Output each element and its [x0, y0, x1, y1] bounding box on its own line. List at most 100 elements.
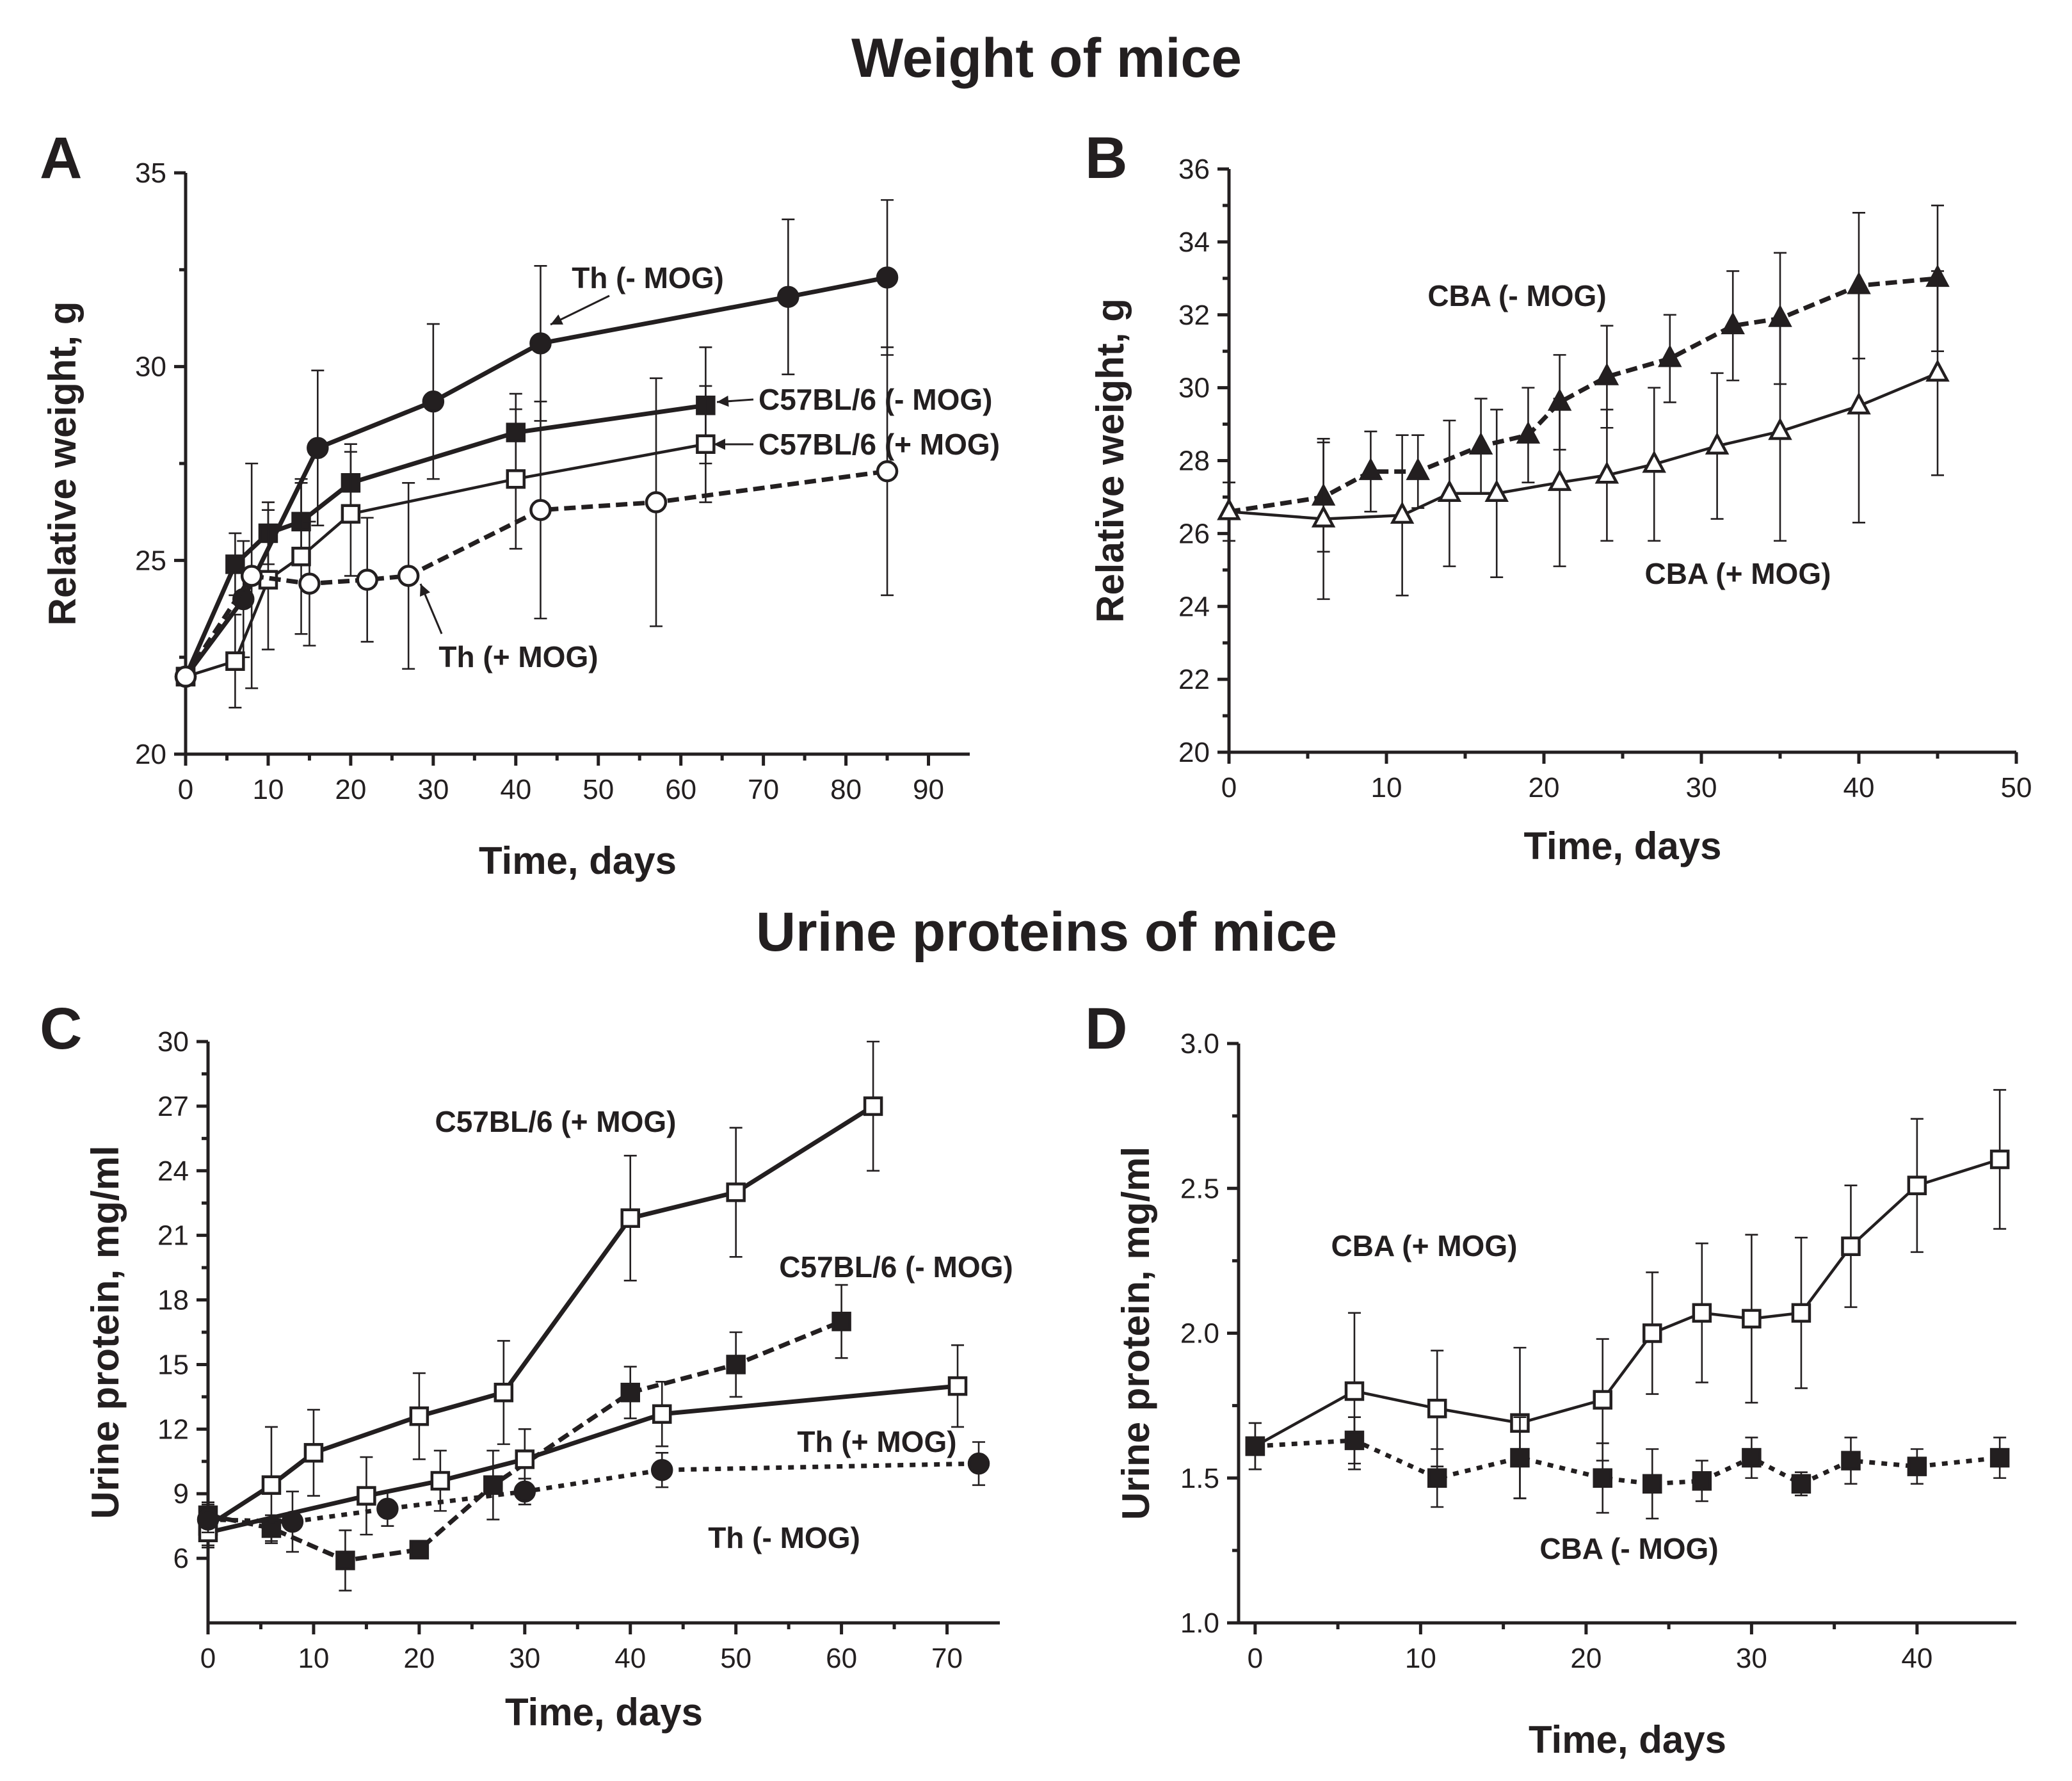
series-th-mog	[174, 346, 899, 689]
data-point	[696, 434, 716, 454]
data-point	[335, 1551, 355, 1570]
x-tick-label: 40	[614, 1643, 646, 1674]
series-line	[207, 1104, 874, 1528]
data-point	[1468, 431, 1493, 455]
x-tick-label: 10	[1405, 1643, 1436, 1674]
panel-letter: D	[1085, 996, 1127, 1061]
data-point	[1510, 1447, 1530, 1468]
x-axis-label: Time, days	[479, 839, 677, 882]
panel-d-urine-chart: 0 10 20 30 40 1.0 1.5 2.0 2.5 3.0 Time, days Urine …	[1085, 996, 2016, 1761]
data-point	[1427, 1468, 1447, 1488]
data-point	[409, 1406, 430, 1426]
data-point	[1642, 1323, 1662, 1343]
data-point	[174, 665, 197, 688]
data-point	[506, 469, 526, 489]
panel-a-weight-chart: 0 10 20 30 40 50 60 70 80 90 20 25 30 35 Time, days Rel…	[40, 125, 1000, 882]
data-point	[307, 437, 329, 460]
urine-section-title: Urine proteins of mice	[756, 901, 1337, 963]
x-tick-label: 20	[1570, 1643, 1602, 1674]
data-point	[1742, 1309, 1762, 1329]
weight-section-title: Weight of mice	[851, 28, 1242, 89]
data-point	[1427, 1398, 1447, 1419]
data-point	[240, 565, 263, 587]
data-point	[1245, 1436, 1265, 1456]
x-tick-label: 10	[1371, 772, 1402, 803]
y-tick-label: 18	[157, 1285, 189, 1316]
data-point	[397, 565, 420, 587]
data-point	[422, 390, 445, 413]
data-point	[430, 1471, 451, 1491]
annotation-arrowhead	[550, 314, 563, 325]
series-c57bl-6-mog	[175, 346, 716, 687]
x-tick-label: 80	[830, 774, 862, 805]
y-tick-label: 20	[1178, 737, 1210, 768]
data-point	[1925, 359, 1950, 382]
data-point	[1847, 392, 1871, 415]
series-annotation: C57BL/6 (+ MOG)	[435, 1105, 676, 1138]
data-point	[1989, 1447, 2010, 1468]
x-tick-label: 20	[1529, 772, 1560, 803]
y-tick-label: 26	[1178, 518, 1210, 549]
data-point	[1594, 461, 1619, 484]
x-tick-label: 10	[252, 774, 284, 805]
data-point	[357, 1486, 376, 1506]
x-tick-label: 50	[582, 774, 614, 805]
data-point	[863, 1096, 883, 1116]
data-point	[620, 1208, 640, 1229]
y-axis-label: Relative weight, g	[41, 302, 84, 626]
series-line	[1228, 371, 1938, 520]
annotation-arrowhead	[420, 584, 431, 597]
data-point	[303, 1443, 324, 1463]
data-point	[515, 1449, 535, 1469]
data-point	[967, 1452, 990, 1475]
data-point	[1791, 1474, 1811, 1494]
data-point	[650, 1458, 673, 1481]
y-tick-label: 32	[1178, 300, 1210, 331]
x-tick-label: 20	[335, 774, 366, 805]
y-tick-label: 1.5	[1180, 1463, 1219, 1494]
series-cba-mog	[1245, 1416, 2010, 1520]
data-point	[1642, 450, 1666, 473]
data-point	[1841, 1236, 1861, 1256]
series-c57bl-6-mog	[198, 1040, 883, 1549]
data-point	[947, 1376, 968, 1396]
y-tick-label: 27	[157, 1091, 189, 1122]
x-tick-label: 0	[200, 1643, 216, 1674]
annotation-arrowhead	[714, 439, 726, 450]
data-point	[1594, 362, 1619, 385]
x-tick-label: 60	[826, 1643, 857, 1674]
series-cba-mog	[1217, 270, 1950, 600]
y-tick-label: 20	[135, 739, 166, 770]
data-point	[620, 1382, 640, 1403]
y-tick-label: 21	[157, 1220, 189, 1252]
data-point	[1217, 497, 1241, 520]
data-point	[777, 286, 799, 308]
data-point	[529, 332, 552, 355]
x-tick-label: 40	[1901, 1643, 1932, 1674]
series-annotation: CBA (- MOG)	[1427, 279, 1606, 312]
panel-b-weight-chart: 0 10 20 30 40 50 20 22 24 26 28 30 32 34 36 Time, days R…	[1085, 125, 2032, 867]
data-point	[1907, 1456, 1927, 1476]
x-tick-label: 50	[2001, 772, 2032, 803]
x-tick-label: 10	[298, 1643, 329, 1674]
data-point	[645, 491, 668, 513]
data-point	[1344, 1430, 1365, 1451]
panel-c-urine-chart: 0 10 20 30 40 50 60 70 6 9 12 15 18 21 24 27 30 Time, day…	[40, 996, 1013, 1734]
data-point	[494, 1382, 514, 1403]
data-point	[1406, 457, 1430, 480]
series-line	[207, 1319, 842, 1563]
data-point	[197, 1508, 220, 1531]
x-tick-label: 0	[1221, 772, 1237, 803]
data-point	[1705, 431, 1730, 455]
data-point	[1311, 504, 1336, 528]
data-point	[1907, 1175, 1927, 1195]
annotation-arrowhead	[717, 396, 729, 407]
data-point	[483, 1475, 503, 1495]
x-tick-label: 40	[500, 774, 531, 805]
y-tick-label: 22	[1178, 664, 1210, 695]
y-tick-label: 12	[157, 1414, 189, 1445]
y-tick-label: 15	[157, 1349, 189, 1380]
data-point	[356, 568, 378, 591]
data-point	[409, 1540, 430, 1559]
